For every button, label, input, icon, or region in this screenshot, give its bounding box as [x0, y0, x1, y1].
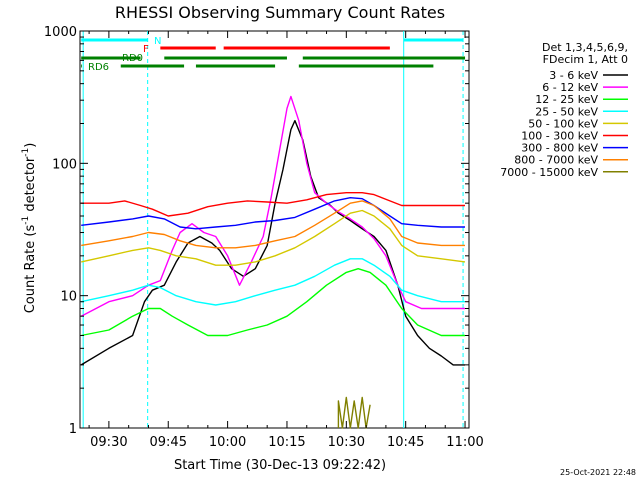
series-line-8 — [337, 396, 371, 429]
x-axis-label: Start Time (30-Dec-13 09:22:42) — [174, 458, 386, 473]
series-line-5 — [81, 192, 465, 217]
x-tick-label-3: 10:15 — [268, 435, 305, 450]
generation-timestamp: 25-Oct-2021 22:48 — [560, 468, 636, 477]
x-tick-label-5: 10:45 — [387, 435, 424, 450]
chart-title: RHESSI Observing Summary Count Rates — [115, 3, 445, 22]
plot-area-border — [79, 30, 470, 429]
y-tick-label-3: 1000 — [44, 25, 77, 40]
legend-title-line2: FDecim 1, Att 0 — [543, 53, 628, 66]
x-tick-label-6: 11:00 — [446, 435, 483, 450]
series-line-3 — [81, 258, 465, 306]
y-tick-label-2: 100 — [52, 157, 77, 172]
y-axis-label-sup2: -1 — [21, 148, 31, 157]
x-tick-label-1: 09:45 — [150, 435, 187, 450]
legend-label-0: 3 - 6 keV — [549, 69, 598, 82]
y-axis-label: Count Rate (s-1 detector-1) — [21, 143, 38, 314]
series-line-0 — [80, 120, 465, 366]
x-tick-label-2: 10:00 — [209, 435, 246, 450]
series-line-4 — [81, 209, 466, 266]
flag-bar-label-1: F — [143, 44, 149, 55]
svg-text:Count Rate (s-1 detector-1): Count Rate (s-1 detector-1) — [21, 143, 38, 314]
legend-label-2: 12 - 25 keV — [535, 93, 598, 106]
legend-label-3: 25 - 50 keV — [535, 105, 598, 118]
legend-label-5: 100 - 300 keV — [521, 130, 598, 143]
x-tick-label-0: 09:30 — [90, 435, 127, 450]
x-axis-ticks: 09:30 09:45 10:00 10:15 10:30 10:45 11:00 — [88, 31, 484, 450]
legend-label-6: 300 - 800 keV — [521, 142, 598, 155]
flag-bar-label-0: N — [154, 36, 161, 47]
y-axis-label-part1: Count Rate (s — [23, 225, 38, 314]
series-line-1 — [80, 95, 465, 317]
series-line-7 — [81, 200, 465, 249]
legend-label-8: 7000 - 15000 keV — [500, 166, 598, 179]
y-axis-ticks: 1 10 100 1000 — [44, 25, 469, 437]
y-axis-label-part2: detector — [23, 156, 38, 216]
plot-frame — [79, 30, 470, 429]
legend: Det 1,3,4,5,6,9, FDecim 1, Att 0 3 - 6 k… — [500, 41, 628, 179]
flag-bar-label-3: RD6 — [88, 62, 109, 73]
legend-title-line1: Det 1,3,4,5,6,9, — [542, 41, 628, 54]
x-tick-label-4: 10:30 — [328, 435, 365, 450]
legend-label-4: 50 - 100 keV — [528, 117, 598, 130]
series-line-2 — [81, 268, 465, 337]
series-layer — [80, 95, 466, 429]
mode-boundary-lines — [82, 31, 464, 428]
y-axis-label-sup1: -1 — [21, 216, 31, 225]
flag-bar-label-2: RD0 — [122, 53, 143, 64]
series-line-6 — [81, 197, 465, 230]
y-axis-label-part3: ) — [23, 143, 38, 148]
y-tick-label-1: 10 — [60, 290, 77, 305]
legend-label-1: 6 - 12 keV — [542, 81, 598, 94]
legend-label-7: 800 - 7000 keV — [514, 154, 598, 167]
y-tick-label-0: 1 — [69, 422, 77, 437]
